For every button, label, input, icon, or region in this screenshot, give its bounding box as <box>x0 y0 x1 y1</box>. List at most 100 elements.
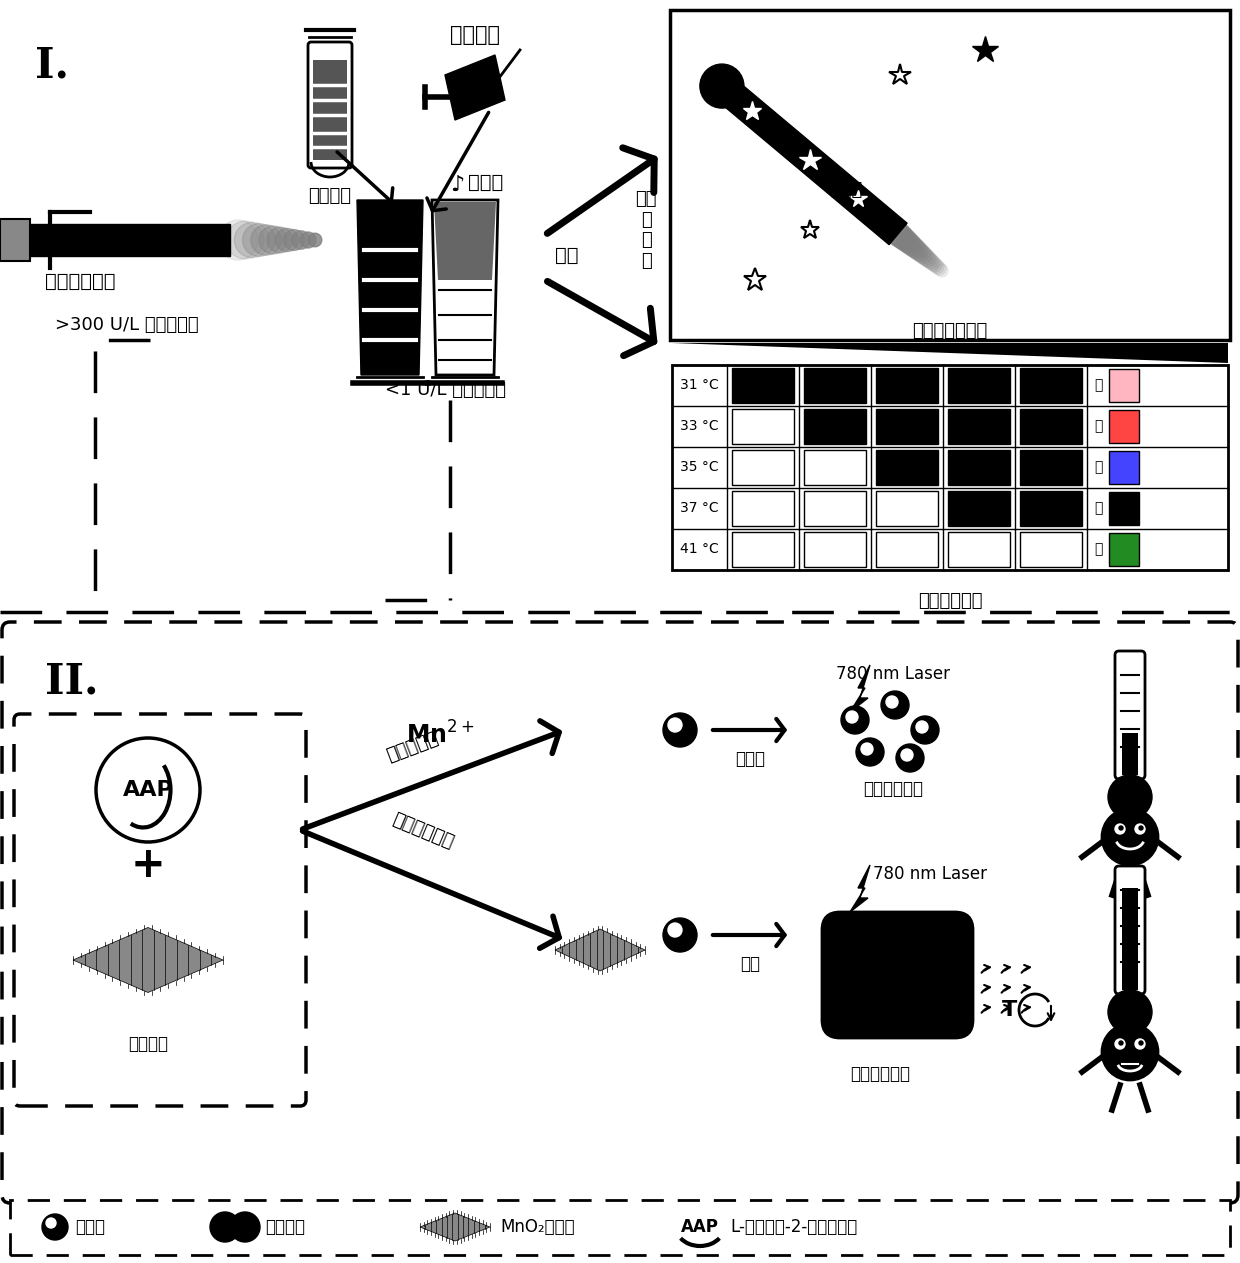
Text: 输出: 输出 <box>556 245 579 264</box>
Bar <box>1109 493 1140 525</box>
Text: 温度变色贴纸: 温度变色贴纸 <box>918 592 982 610</box>
Text: 33 °C: 33 °C <box>681 419 719 433</box>
Text: L-抗坏血酸-2-磷酸三钓盐: L-抗坏血酸-2-磷酸三钓盐 <box>730 1218 857 1236</box>
Text: 780 nm Laser: 780 nm Laser <box>836 666 950 683</box>
Bar <box>875 532 937 567</box>
Bar <box>1021 491 1083 525</box>
FancyBboxPatch shape <box>308 42 352 168</box>
Circle shape <box>1118 1041 1123 1045</box>
Text: 780 nm Laser: 780 nm Laser <box>873 865 987 883</box>
Circle shape <box>928 258 942 272</box>
Text: 无硨性磷酸酶: 无硨性磷酸酶 <box>389 810 456 851</box>
Circle shape <box>229 1212 260 1242</box>
Bar <box>875 409 937 445</box>
Bar <box>732 368 794 403</box>
Circle shape <box>897 744 924 772</box>
Text: ♪: ♪ <box>450 176 464 195</box>
Circle shape <box>856 738 884 765</box>
Circle shape <box>1115 823 1125 834</box>
Text: 41 °C: 41 °C <box>680 542 719 556</box>
Circle shape <box>920 251 936 266</box>
Bar <box>804 532 866 567</box>
Bar <box>1109 533 1140 566</box>
Text: T: T <box>1002 1000 1018 1021</box>
Bar <box>1021 532 1083 567</box>
Circle shape <box>1135 823 1145 834</box>
Text: 红: 红 <box>1094 419 1102 433</box>
Text: 聚合: 聚合 <box>740 955 760 973</box>
FancyBboxPatch shape <box>14 714 306 1106</box>
Text: 37 °C: 37 °C <box>681 501 719 515</box>
Circle shape <box>309 234 322 246</box>
Circle shape <box>243 224 275 256</box>
Bar <box>312 61 347 160</box>
Text: 31 °C: 31 °C <box>680 378 719 392</box>
Circle shape <box>1102 1024 1158 1080</box>
Circle shape <box>887 696 898 709</box>
Circle shape <box>1135 1039 1145 1050</box>
Bar <box>949 368 1011 403</box>
Circle shape <box>880 691 909 719</box>
Circle shape <box>46 1218 56 1228</box>
Bar <box>875 491 937 525</box>
Polygon shape <box>713 76 908 245</box>
Polygon shape <box>445 56 505 120</box>
Text: AAP: AAP <box>681 1218 719 1236</box>
Polygon shape <box>434 202 496 280</box>
Circle shape <box>699 64 744 109</box>
Text: >300 U/L 硨性磷酸酶: >300 U/L 硨性磷酸酶 <box>55 316 198 333</box>
Bar <box>1109 451 1140 484</box>
Text: 硨性磷酸酶: 硨性磷酸酶 <box>384 729 441 765</box>
Text: 多巴胺: 多巴胺 <box>467 173 503 192</box>
Circle shape <box>932 261 946 275</box>
Bar <box>875 450 937 485</box>
Circle shape <box>846 711 858 722</box>
Text: <1 U/L 硨性磷酸酶: <1 U/L 硨性磷酸酶 <box>384 381 506 399</box>
Circle shape <box>887 222 910 246</box>
Polygon shape <box>432 200 498 375</box>
FancyBboxPatch shape <box>2 621 1238 1202</box>
Text: 无聚合: 无聚合 <box>735 750 765 768</box>
Circle shape <box>1109 775 1152 818</box>
Bar <box>732 450 794 485</box>
Bar <box>670 10 1230 340</box>
Text: 黑: 黑 <box>1094 501 1102 515</box>
Circle shape <box>275 229 299 251</box>
Text: 粉: 粉 <box>1094 378 1102 392</box>
Circle shape <box>210 1212 241 1242</box>
Circle shape <box>901 235 923 255</box>
Bar <box>804 491 866 525</box>
Bar <box>1109 369 1140 402</box>
Text: 弱近红外吸收: 弱近红外吸收 <box>863 781 923 798</box>
Bar <box>949 532 1011 567</box>
Circle shape <box>1140 826 1143 830</box>
Bar <box>10 1200 1230 1255</box>
Text: I.: I. <box>35 45 69 87</box>
Circle shape <box>267 227 293 253</box>
Circle shape <box>889 224 913 248</box>
Circle shape <box>1115 1039 1125 1050</box>
Circle shape <box>291 231 310 249</box>
Text: +: + <box>130 844 165 887</box>
Bar <box>1021 450 1083 485</box>
Bar <box>804 450 866 485</box>
Circle shape <box>925 255 940 270</box>
Text: 多巴胺: 多巴胺 <box>74 1218 105 1236</box>
Bar <box>732 491 794 525</box>
Text: 聚多巴胺: 聚多巴胺 <box>265 1218 305 1236</box>
Bar <box>0 218 30 261</box>
Circle shape <box>916 721 928 733</box>
Bar <box>1122 888 1138 990</box>
Text: 温度
变
化
差: 温度 变 化 差 <box>635 189 657 270</box>
Bar <box>732 409 794 445</box>
Text: 硨性磷酸酶浓度: 硨性磷酸酶浓度 <box>913 322 987 340</box>
Text: 蓝: 蓝 <box>1094 460 1102 474</box>
Circle shape <box>1102 810 1158 865</box>
Text: 反应试剂: 反应试剂 <box>309 187 351 205</box>
Circle shape <box>1109 990 1152 1034</box>
Circle shape <box>284 230 304 250</box>
Text: Mn$^{2+}$: Mn$^{2+}$ <box>405 721 474 749</box>
Text: 反应试剂: 反应试剂 <box>128 1034 167 1053</box>
Polygon shape <box>849 666 870 712</box>
Polygon shape <box>556 930 645 971</box>
